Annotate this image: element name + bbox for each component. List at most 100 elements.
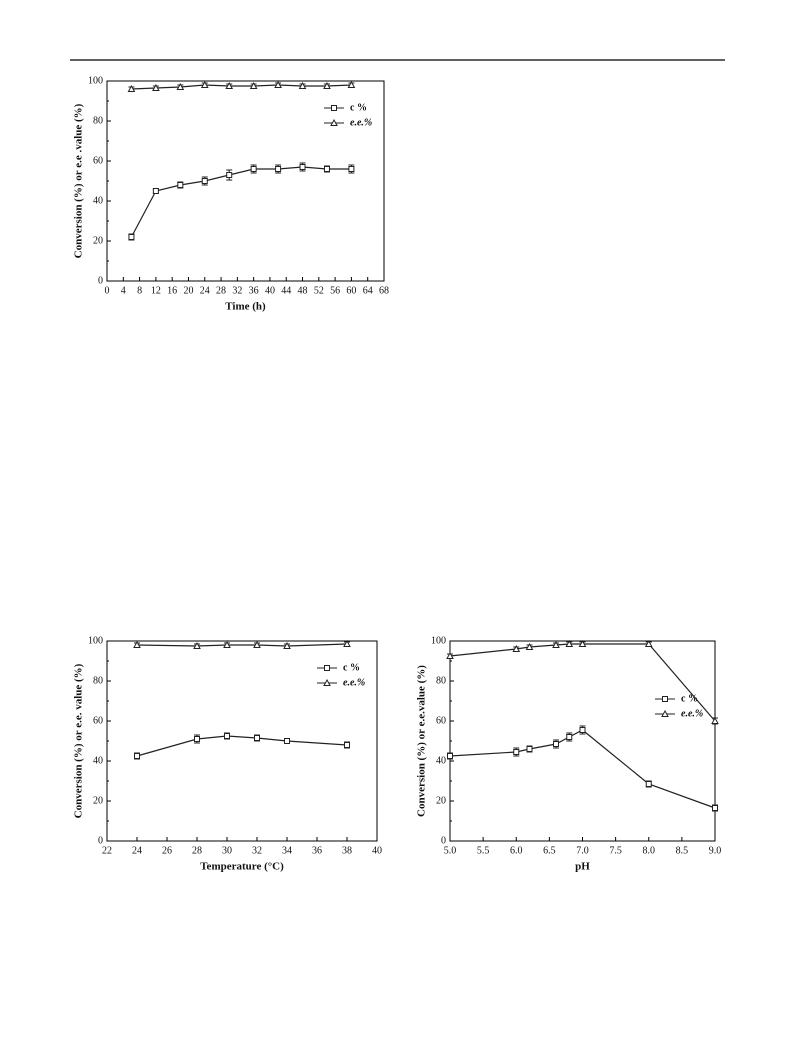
x-tick-label: 4 [121, 285, 126, 296]
y-axis-label: Conversion (%) or e.e. value (%) [73, 663, 85, 818]
y-tick-label: 0 [98, 275, 103, 286]
marker-triangle [249, 81, 258, 89]
marker-triangle [323, 678, 331, 686]
x-axis-label: pH [575, 861, 590, 873]
marker-square [201, 178, 208, 184]
x-tick-label: 20 [183, 285, 193, 296]
series-line [449, 729, 716, 809]
x-tick-label: 32 [252, 845, 262, 856]
y-tick-label: 20 [436, 795, 446, 806]
marker-square [275, 166, 282, 172]
marker-square [579, 727, 586, 733]
plot-frame [106, 80, 385, 282]
x-tick-label: 6.0 [510, 845, 523, 856]
y-tick-label: 80 [436, 675, 446, 686]
marker-triangle [274, 80, 282, 88]
marker-square [284, 738, 290, 744]
x-tick-label: 26 [162, 845, 172, 856]
x-tick-label: 34 [282, 845, 292, 856]
marker-square [566, 734, 573, 740]
x-tick-label: 28 [192, 845, 202, 856]
x-tick-label: 7.0 [576, 845, 589, 856]
y-tick-label: 60 [93, 715, 103, 726]
marker-triangle [176, 82, 185, 90]
marker-square [254, 735, 260, 741]
y-axis-label: Conversion (%) or e.e .value (%) [73, 103, 85, 258]
marker-triangle [661, 709, 669, 717]
marker-square [553, 741, 559, 747]
series-line [130, 166, 352, 238]
y-tick-label: 40 [436, 755, 446, 766]
marker-square [299, 164, 306, 170]
marker-triangle [711, 716, 719, 724]
y-tick-label: 60 [436, 715, 446, 726]
x-tick-label: 44 [281, 285, 291, 296]
marker-square [128, 234, 135, 240]
marker-square [194, 736, 200, 742]
y-tick-label: 40 [93, 755, 103, 766]
x-tick-label: 6.5 [543, 845, 556, 856]
x-tick-label: 48 [298, 285, 308, 296]
y-tick-label: 0 [441, 835, 446, 846]
marker-square [447, 753, 453, 759]
legend-label: c % [681, 693, 698, 704]
legend-label: c % [350, 102, 367, 113]
y-tick-label: 80 [93, 675, 103, 686]
marker-triangle [343, 639, 351, 647]
x-tick-label: 30 [222, 845, 232, 856]
x-tick-label: 7.5 [609, 845, 622, 856]
marker-square [348, 166, 355, 172]
x-tick-label: 36 [312, 845, 322, 856]
y-tick-label: 100 [88, 75, 103, 86]
x-tick-label: 38 [342, 845, 352, 856]
x-tick-label: 36 [249, 285, 259, 296]
x-tick-label: 32 [232, 285, 242, 296]
marker-triangle [133, 640, 141, 648]
series-line [136, 735, 348, 757]
x-tick-label: 60 [346, 285, 356, 296]
plot-frame [449, 640, 716, 842]
marker-triangle [565, 639, 574, 647]
marker-triangle [552, 640, 560, 648]
marker-triangle [193, 641, 201, 649]
marker-square [324, 665, 330, 671]
x-axis-label: Temperature (°C) [200, 861, 284, 873]
marker-square [250, 166, 257, 172]
marker-triangle [446, 651, 454, 659]
x-tick-label: 24 [200, 285, 210, 296]
marker-triangle [323, 81, 331, 89]
x-tick-label: 52 [314, 285, 324, 296]
marker-triangle [330, 118, 338, 126]
legend-label: c % [343, 662, 360, 673]
marker-square [226, 172, 233, 178]
marker-triangle [127, 84, 136, 92]
marker-square [331, 105, 337, 111]
chart: 0 20 40 60 80 100 22 24 26 28 30 32 34 36 38 40 Temperat… [73, 635, 382, 872]
x-tick-label: 5.5 [477, 845, 490, 856]
x-tick-label: 16 [167, 285, 177, 296]
x-tick-label: 8.0 [643, 845, 656, 856]
marker-triangle [298, 81, 307, 89]
series-line [449, 643, 716, 722]
marker-square [224, 733, 230, 739]
marker-square [526, 746, 533, 752]
marker-square [344, 742, 350, 748]
marker-triangle [283, 641, 291, 649]
x-tick-label: 28 [216, 285, 226, 296]
marker-square [323, 166, 330, 172]
y-tick-label: 100 [431, 635, 446, 646]
y-axis-label: Conversion (%) or e.e.value (%) [416, 665, 428, 817]
marker-square [662, 696, 668, 702]
series-line [131, 84, 352, 90]
x-tick-label: 12 [151, 285, 161, 296]
x-tick-label: 5.0 [444, 845, 457, 856]
legend-label: e.e.% [681, 708, 703, 719]
y-tick-label: 20 [93, 235, 103, 246]
marker-square [177, 182, 184, 188]
x-axis-label: Time (h) [225, 301, 266, 313]
y-tick-label: 40 [93, 195, 103, 206]
y-tick-label: 80 [93, 115, 103, 126]
marker-triangle [253, 640, 261, 648]
marker-triangle [223, 640, 231, 648]
